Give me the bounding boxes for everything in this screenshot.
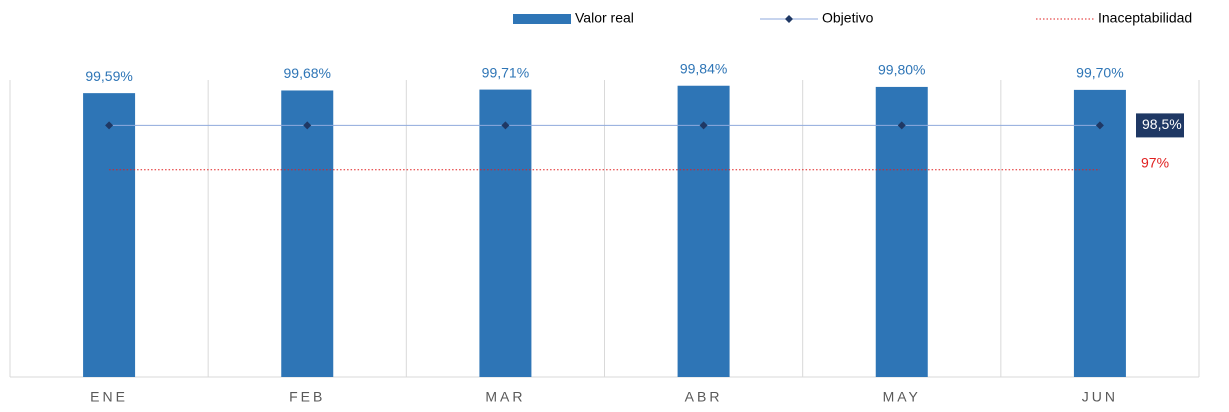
- value-label: 99,71%: [482, 64, 529, 80]
- legend-label: Inaceptabilidad: [1098, 10, 1192, 26]
- end-label-box: [1136, 113, 1184, 138]
- legend-marker: [785, 15, 793, 23]
- legend-label: Objetivo: [822, 10, 874, 26]
- bar: [677, 85, 730, 378]
- bar: [479, 89, 532, 378]
- marker: [501, 121, 510, 130]
- x-tick-label: JUN: [1082, 389, 1118, 405]
- end-label: 98,5%: [1142, 116, 1182, 132]
- value-label: 99,68%: [284, 65, 331, 81]
- x-tick-label: FEB: [289, 389, 325, 405]
- marker: [303, 121, 312, 130]
- x-tick-label: MAR: [485, 389, 525, 405]
- bar: [281, 90, 334, 378]
- x-tick-label: ABR: [685, 389, 723, 405]
- marker: [699, 121, 708, 130]
- legend-swatch: [513, 14, 571, 24]
- bar: [83, 93, 136, 378]
- legend-label: Valor real: [575, 10, 634, 26]
- bar: [875, 86, 928, 378]
- end-label: 97%: [1141, 155, 1169, 171]
- value-label: 99,80%: [878, 62, 925, 78]
- value-label: 99,70%: [1076, 65, 1123, 81]
- x-tick-label: MAY: [883, 389, 921, 405]
- x-tick-label: ENE: [90, 389, 128, 405]
- bar: [1073, 89, 1126, 377]
- marker: [897, 121, 906, 130]
- value-label: 99,84%: [680, 60, 727, 76]
- marker: [105, 121, 114, 130]
- value-label: 99,59%: [85, 68, 132, 84]
- marker: [1095, 121, 1104, 130]
